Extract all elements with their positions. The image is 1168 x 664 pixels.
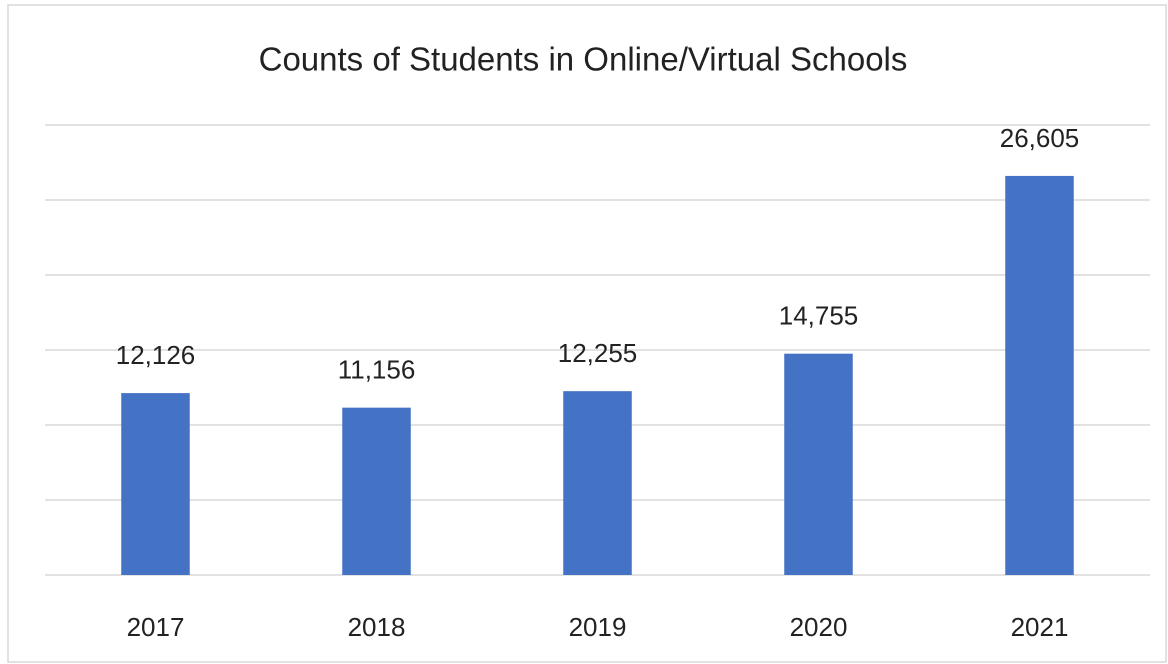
data-label: 12,255	[558, 338, 638, 368]
bar	[342, 407, 411, 575]
bar	[563, 391, 632, 575]
data-label: 11,156	[338, 355, 416, 385]
x-tick-label: 2020	[790, 612, 848, 642]
x-tick-label: 2018	[348, 612, 406, 642]
bar	[784, 353, 853, 575]
bar	[1005, 175, 1074, 576]
data-label: 26,605	[1000, 123, 1080, 153]
chart-title: Counts of Students in Online/Virtual Sch…	[259, 41, 908, 78]
x-tick-label: 2017	[127, 612, 185, 642]
data-label: 14,755	[779, 301, 859, 331]
data-label: 12,126	[116, 340, 196, 370]
bar	[121, 393, 190, 575]
x-tick-label: 2021	[1011, 612, 1069, 642]
x-tick-label: 2019	[569, 612, 627, 642]
